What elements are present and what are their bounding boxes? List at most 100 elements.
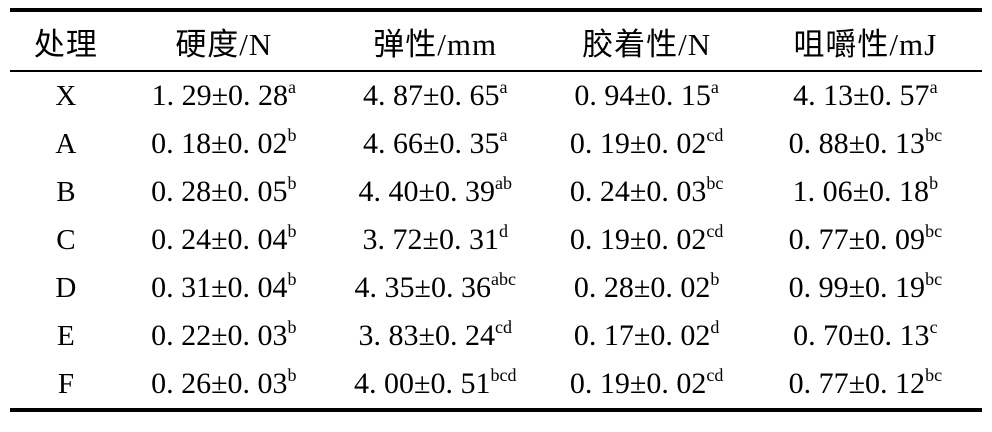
measurement-value: 0. 88±0. 13 xyxy=(788,127,926,160)
cell-hardness: 0. 22±0. 03b xyxy=(122,312,326,360)
cell-gumminess: 0. 24±0. 03bc xyxy=(545,168,749,216)
significance-superscript: cd xyxy=(706,365,724,385)
measurement-value: 0. 19±0. 02 xyxy=(569,127,707,160)
measurement-value: 0. 22±0. 03 xyxy=(151,319,288,352)
significance-superscript: d xyxy=(498,221,508,241)
header-elasticity: 弹性/mm xyxy=(373,26,498,62)
cell-treatment: A xyxy=(55,127,77,160)
measurement-value: 0. 17±0. 02 xyxy=(573,319,711,352)
significance-superscript: b xyxy=(287,221,297,241)
measurement-value: 0. 77±0. 09 xyxy=(788,223,926,256)
cell-gumminess: 0. 19±0. 02cd xyxy=(545,360,749,410)
significance-superscript: abc xyxy=(490,269,516,289)
significance-superscript: b xyxy=(287,365,297,385)
measurement-value: 3. 72±0. 31 xyxy=(362,223,499,256)
measurement-value: 0. 70±0. 13 xyxy=(793,319,930,352)
texture-analysis-table: 处理 硬度/N 弹性/mm 胶着性/N 咀嚼性/mJ X 1. 29±0. 28a… xyxy=(10,8,982,412)
measurement-value: 3. 83±0. 24 xyxy=(358,319,495,352)
measurement-value: 0. 18±0. 02 xyxy=(151,127,288,160)
significance-superscript: cd xyxy=(494,317,512,337)
significance-superscript: b xyxy=(287,173,297,193)
significance-superscript: d xyxy=(710,317,720,337)
significance-superscript: ab xyxy=(494,173,512,193)
cell-chewiness: 0. 77±0. 09bc xyxy=(749,216,982,264)
measurement-value: 1. 06±0. 18 xyxy=(792,175,930,208)
cell-hardness: 0. 26±0. 03b xyxy=(122,360,326,410)
significance-superscript: b xyxy=(929,173,939,193)
table-row: A 0. 18±0. 02b 4. 66±0. 35a 0. 19±0. 02cd 0.… xyxy=(10,120,982,168)
cell-elasticity: 4. 40±0. 39ab xyxy=(326,168,545,216)
cell-hardness: 0. 24±0. 04b xyxy=(122,216,326,264)
cell-treatment: B xyxy=(56,175,76,208)
measurement-value: 0. 99±0. 19 xyxy=(788,271,926,304)
cell-hardness: 0. 31±0. 04b xyxy=(122,264,326,312)
significance-superscript: bc xyxy=(925,269,943,289)
measurement-value: 0. 24±0. 03 xyxy=(569,175,707,208)
measurement-value: 0. 94±0. 15 xyxy=(574,79,711,112)
header-row: 处理 硬度/N 弹性/mm 胶着性/N 咀嚼性/mJ xyxy=(10,10,982,71)
measurement-value: 1. 29±0. 28 xyxy=(151,79,289,112)
measurement-value: 4. 66±0. 35 xyxy=(362,127,500,160)
table-body: X 1. 29±0. 28a 4. 87±0. 65a 0. 94±0. 15a 4. … xyxy=(10,71,982,410)
cell-chewiness: 0. 99±0. 19bc xyxy=(749,264,982,312)
cell-gumminess: 0. 19±0. 02cd xyxy=(545,216,749,264)
significance-superscript: bcd xyxy=(490,365,517,385)
measurement-value: 4. 13±0. 57 xyxy=(793,79,930,112)
cell-elasticity: 3. 83±0. 24cd xyxy=(326,312,545,360)
measurement-value: 0. 28±0. 02 xyxy=(573,271,711,304)
header-chewiness: 咀嚼性/mJ xyxy=(793,26,938,62)
cell-treatment: D xyxy=(55,271,77,304)
table-row: X 1. 29±0. 28a 4. 87±0. 65a 0. 94±0. 15a 4. … xyxy=(10,71,982,120)
measurement-value: 4. 40±0. 39 xyxy=(358,175,495,208)
significance-superscript: cd xyxy=(706,125,724,145)
measurement-value: 0. 19±0. 02 xyxy=(569,223,707,256)
significance-superscript: a xyxy=(288,77,297,97)
cell-elasticity: 4. 00±0. 51bcd xyxy=(326,360,545,410)
cell-hardness: 0. 18±0. 02b xyxy=(122,120,326,168)
cell-hardness: 0. 28±0. 05b xyxy=(122,168,326,216)
header-treatment: 处理 xyxy=(33,26,98,62)
table-header: 处理 硬度/N 弹性/mm 胶着性/N 咀嚼性/mJ xyxy=(10,10,982,71)
table-row: C 0. 24±0. 04b 3. 72±0. 31d 0. 19±0. 02cd 0.… xyxy=(10,216,982,264)
significance-superscript: cd xyxy=(706,221,724,241)
measurement-value: 0. 28±0. 05 xyxy=(151,175,288,208)
cell-chewiness: 0. 70±0. 13c xyxy=(749,312,982,360)
header-gumminess: 胶着性/N xyxy=(582,26,712,62)
significance-superscript: b xyxy=(287,269,297,289)
measurement-value: 0. 31±0. 04 xyxy=(151,271,288,304)
significance-superscript: bc xyxy=(925,365,943,385)
significance-superscript: a xyxy=(499,77,508,97)
significance-superscript: bc xyxy=(925,221,943,241)
cell-elasticity: 4. 66±0. 35a xyxy=(326,120,545,168)
significance-superscript: a xyxy=(929,77,938,97)
cell-gumminess: 0. 28±0. 02b xyxy=(545,264,749,312)
significance-superscript: b xyxy=(710,269,720,289)
cell-gumminess: 0. 17±0. 02d xyxy=(545,312,749,360)
table-row: F 0. 26±0. 03b 4. 00±0. 51bcd 0. 19±0. 02cd… xyxy=(10,360,982,410)
significance-superscript: bc xyxy=(925,125,943,145)
cell-gumminess: 0. 94±0. 15a xyxy=(545,71,749,120)
cell-treatment: C xyxy=(56,223,76,256)
header-hardness: 硬度/N xyxy=(175,26,273,62)
cell-chewiness: 0. 77±0. 12bc xyxy=(749,360,982,410)
cell-gumminess: 0. 19±0. 02cd xyxy=(545,120,749,168)
significance-superscript: b xyxy=(287,125,297,145)
cell-elasticity: 3. 72±0. 31d xyxy=(326,216,545,264)
cell-chewiness: 0. 88±0. 13bc xyxy=(749,120,982,168)
significance-superscript: a xyxy=(710,77,719,97)
significance-superscript: c xyxy=(929,317,938,337)
cell-treatment: F xyxy=(57,367,74,400)
significance-superscript: b xyxy=(287,317,297,337)
cell-chewiness: 1. 06±0. 18b xyxy=(749,168,982,216)
cell-elasticity: 4. 35±0. 36abc xyxy=(326,264,545,312)
measurement-value: 0. 26±0. 03 xyxy=(151,367,288,400)
significance-superscript: bc xyxy=(706,173,724,193)
measurement-value: 4. 35±0. 36 xyxy=(354,271,491,304)
cell-treatment: X xyxy=(55,79,77,112)
measurement-value: 0. 77±0. 12 xyxy=(788,367,926,400)
cell-chewiness: 4. 13±0. 57a xyxy=(749,71,982,120)
measurement-value: 0. 24±0. 04 xyxy=(151,223,288,256)
table-row: E 0. 22±0. 03b 3. 83±0. 24cd 0. 17±0. 02d 0.… xyxy=(10,312,982,360)
measurement-value: 4. 87±0. 65 xyxy=(362,79,500,112)
